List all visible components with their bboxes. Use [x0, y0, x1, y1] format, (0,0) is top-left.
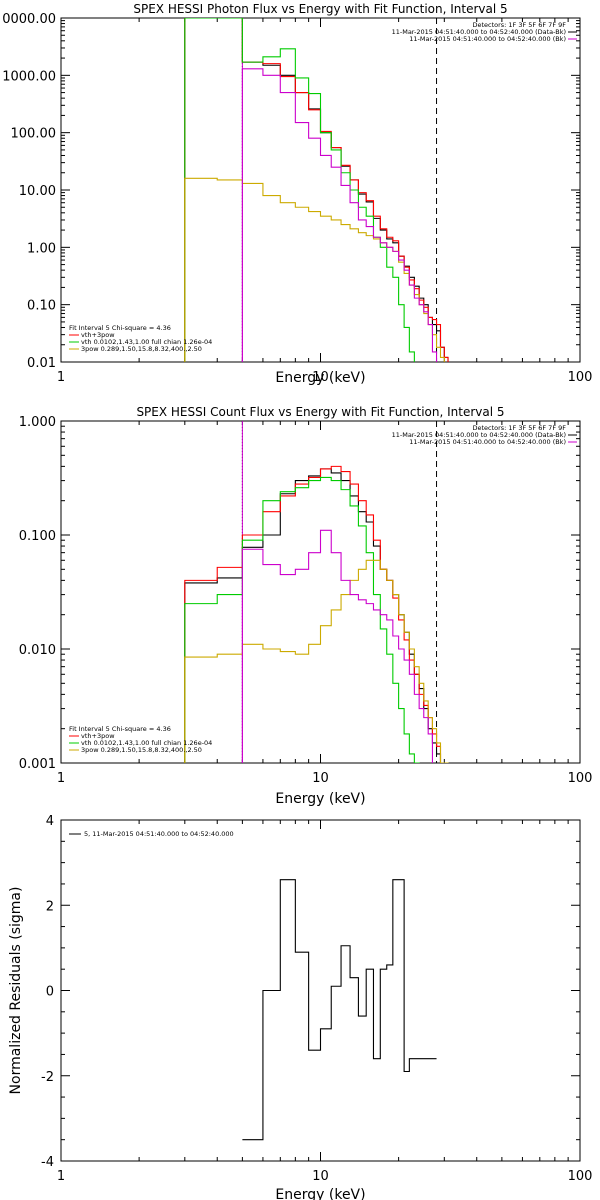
- legend-entry: 11-Mar-2015 04:51:40.000 to 04:52:40.000…: [392, 28, 566, 36]
- legend-entry: 11-Mar-2015 04:51:40.000 to 04:52:40.000…: [392, 431, 566, 439]
- y-tick-label: 2: [46, 899, 54, 914]
- fit-legend-header: Fit Interval 5 Chi-square = 4.36: [69, 725, 171, 733]
- x-tick-label: 100: [568, 370, 593, 385]
- fit-legend-header: Fit Interval 5 Chi-square = 4.36: [69, 324, 171, 332]
- y-tick-label: 0000.00: [2, 12, 56, 27]
- chart-title: SPEX HESSI Photon Flux vs Energy with Fi…: [133, 2, 507, 16]
- x-axis-label: Energy (keV): [275, 791, 365, 807]
- y-tick-label: 0.001: [19, 757, 56, 772]
- series-group: [184, 465, 449, 763]
- series-group: [184, 18, 449, 362]
- y-tick-label: 1.00: [27, 241, 56, 256]
- chart-panel-3: 1 10 100 Energy (keV) 4 2 0 -2 -4 Normalized Resi…: [8, 814, 592, 1200]
- y-tick-label: 0: [46, 985, 54, 1000]
- series-group: [242, 879, 437, 1141]
- y-tick-label: -2: [41, 1070, 54, 1085]
- legend-entry: vth 0.0102,1.43,1.00 full chian 1.26e-04: [81, 739, 212, 747]
- y-tick-label: 1000.00: [2, 69, 56, 84]
- series-line-3: [184, 18, 415, 362]
- legend-entry: 11-Mar-2015 04:51:40.000 to 04:52:40.000…: [409, 438, 566, 446]
- legend-entry: vth+3pow: [81, 331, 115, 339]
- series-line-4: [184, 177, 445, 362]
- y-tick-label: 100.00: [11, 127, 57, 142]
- series-line-2: [184, 465, 449, 763]
- y-tick-label: 10.00: [19, 184, 56, 199]
- y-tick-label: 1.000: [19, 415, 56, 430]
- x-tick-label: 10: [312, 1169, 329, 1184]
- x-tick-label: 1: [57, 370, 65, 385]
- chart-panel-1: SPEX HESSI Photon Flux vs Energy with Fi…: [2, 2, 592, 386]
- y-tick-label: 0.10: [27, 299, 56, 314]
- y-axis-label: Normalized Residuals (sigma): [8, 887, 24, 1095]
- legend-entry: 3pow 0.289,1.50,15.8,8.32,400.,2.50: [81, 746, 202, 754]
- y-tick-label: 0.100: [19, 529, 56, 544]
- plot-frame: [60, 17, 581, 363]
- series-line-4: [184, 559, 449, 763]
- x-axis-label: Energy (keV): [275, 370, 365, 386]
- y-tick-label: -4: [41, 1155, 54, 1170]
- x-tick-label: 100: [568, 771, 593, 786]
- series-line-2: [184, 18, 449, 362]
- x-tick-label: 1: [57, 771, 65, 786]
- series-line-3: [184, 476, 420, 763]
- y-tick-label: 4: [46, 814, 54, 829]
- legend-entry: vth 0.0102,1.43,1.00 full chian 1.26e-04: [81, 338, 212, 346]
- series-line-1: [242, 879, 437, 1141]
- legend-entry: 11-Mar-2015 04:51:40.000 to 04:52:40.000…: [409, 35, 566, 43]
- legend-entry: 5, 11-Mar-2015 04:51:40.000 to 04:52:40.…: [84, 830, 234, 838]
- plot-frame: [60, 819, 581, 1162]
- x-tick-label: 100: [568, 1169, 593, 1184]
- y-tick-label: 0.010: [19, 643, 56, 658]
- legend-entry: 3pow 0.289,1.50,15.8,8.32,400.,2.50: [81, 345, 202, 353]
- x-tick-label: 1: [57, 1169, 65, 1184]
- y-tick-label: 0.01: [27, 356, 56, 371]
- series-line-1: [184, 468, 442, 763]
- legend-entry: vth+3pow: [81, 732, 115, 740]
- x-axis-label: Energy (keV): [275, 1187, 365, 1200]
- detectors-legend-header: Detectors: 1F 3F 5F 6F 7F 9F: [472, 21, 566, 29]
- x-tick-label: 10: [312, 771, 329, 786]
- x-tick-label: 10: [312, 370, 329, 385]
- chart-panel-2: SPEX HESSI Count Flux vs Energy with Fit…: [19, 405, 593, 807]
- detectors-legend-header: Detectors: 1F 3F 5F 6F 7F 9F: [472, 424, 566, 432]
- series-line-5: [241, 68, 438, 362]
- series-line-5: [241, 529, 433, 763]
- series-line-1: [184, 18, 449, 362]
- chart-title: SPEX HESSI Count Flux vs Energy with Fit…: [136, 405, 504, 419]
